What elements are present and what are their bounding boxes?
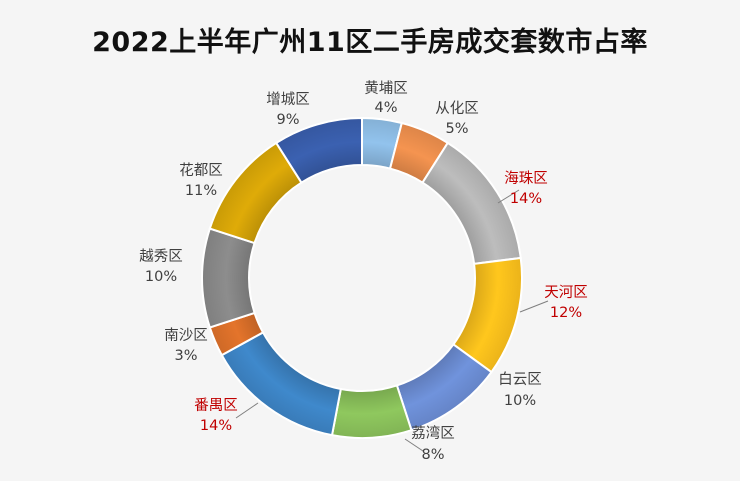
slice-越秀区 [201,227,256,329]
label-value-南沙区: 3% [174,348,197,364]
label-value-越秀区: 10% [145,269,177,285]
slice-荔湾区 [330,384,413,439]
label-name-增城区: 增城区 [266,91,310,108]
leader-line-荔湾区 [404,438,424,452]
chart-title: 2022上半年广州11区二手房成交套数市占率 [92,27,648,58]
label-name-越秀区: 越秀区 [139,248,183,265]
label-name-天河区: 天河区 [544,284,588,301]
label-value-番禺区: 14% [200,418,232,434]
label-value-黄埔区: 4% [374,100,397,116]
slice-番禺区 [220,331,342,437]
slice-增城区 [274,116,363,184]
label-value-从化区: 5% [445,121,468,137]
label-name-海珠区: 海珠区 [504,170,548,187]
label-name-从化区: 从化区 [435,100,479,117]
label-value-海珠区: 14% [510,191,542,207]
slice-海珠区 [421,141,522,265]
label-name-花都区: 花都区 [179,162,223,179]
leader-line-番禺区 [235,402,259,419]
label-value-增城区: 9% [276,112,299,128]
label-value-天河区: 12% [550,305,582,321]
label-value-白云区: 10% [504,393,536,409]
label-name-白云区: 白云区 [498,371,542,388]
label-name-黄埔区: 黄埔区 [364,80,408,97]
label-value-花都区: 11% [185,183,217,199]
leader-line-天河区 [519,300,549,313]
label-value-荔湾区: 8% [421,447,444,463]
label-name-番禺区: 番禺区 [194,397,238,414]
label-name-荔湾区: 荔湾区 [411,425,455,442]
label-name-南沙区: 南沙区 [164,327,208,344]
leader-line-海珠区 [497,189,520,204]
